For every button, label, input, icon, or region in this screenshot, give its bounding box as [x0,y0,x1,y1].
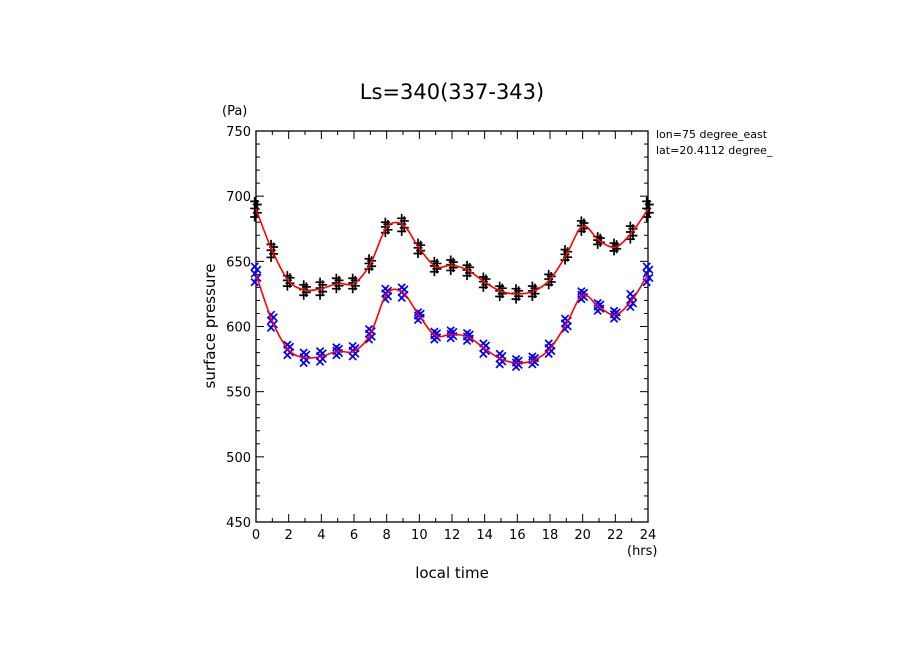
plus-marker [527,281,537,291]
x-marker [299,348,308,357]
y-axis-title: surface pressure [201,264,219,389]
x-marker [332,343,341,352]
plus-marker [642,196,652,206]
y-axis-unit: (Pa) [222,104,247,119]
x-marker [544,339,553,348]
y-tick-label: 750 [226,125,251,140]
x-tick-label: 12 [444,528,461,543]
plus-marker [462,260,472,270]
plus-marker [495,281,505,291]
x-axis-unit: (hrs) [627,544,658,559]
x-tick-label: 14 [476,528,493,543]
axes: 0 2 4 6 8 10 12 14 16 18 20 22 244505005506006507007… [226,125,656,543]
plus-marker [397,213,407,223]
x-tick-label: 6 [350,528,358,543]
annotation-longitude: lon=75 degree_east [656,128,768,141]
data-points [250,196,654,372]
y-tick-label: 500 [226,451,251,466]
x-marker [250,262,259,271]
fit-curve [255,273,649,364]
x-marker [348,341,357,351]
x-axis-title: local time [415,564,489,582]
plus-marker [429,256,439,266]
x-tick-label: 10 [411,528,428,543]
plus-marker [625,221,635,231]
x-marker [528,352,537,361]
y-tick-label: 700 [226,190,251,205]
x-marker [626,289,635,299]
x-marker [511,354,521,364]
plus-marker [576,216,586,226]
y-tick-label: 650 [226,255,251,270]
plus-marker [348,273,358,283]
plus-marker [609,238,619,248]
x-tick-label: 20 [574,528,591,543]
x-tick-label: 4 [317,528,325,543]
x-marker [609,306,619,316]
x-tick-label: 16 [509,528,526,543]
plus-marker [511,284,521,294]
chart-title: Ls=340(337-343) [360,80,544,104]
plus-marker [478,272,488,282]
plus-marker [446,255,456,265]
x-tick-label: 24 [640,528,657,543]
plus-marker [315,277,325,287]
y-tick-label: 450 [226,516,251,531]
x-tick-label: 18 [542,528,559,543]
x-marker [642,269,651,278]
x-tick-label: 2 [285,528,293,543]
x-marker [315,347,325,356]
x-marker [577,287,586,296]
x-tick-label: 0 [252,528,260,543]
plot-frame [255,130,649,523]
x-marker [446,326,455,335]
plus-marker [560,245,570,255]
x-tick-label: 8 [383,528,391,543]
x-marker [593,298,602,308]
plus-marker [544,269,554,279]
fit-curve [255,208,649,295]
x-marker [642,262,651,271]
x-marker [430,327,439,336]
y-tick-label: 550 [226,386,251,401]
y-tick-label: 600 [226,321,251,336]
plus-marker [331,273,341,283]
plus-marker [380,217,390,227]
annotation-latitude: lat=20.4112 degree_ [656,144,773,157]
x-marker [283,340,292,349]
plus-marker [299,280,309,290]
plus-marker [250,196,260,206]
x-marker [381,284,390,293]
fit-curves [255,208,649,364]
x-tick-label: 22 [607,528,624,543]
